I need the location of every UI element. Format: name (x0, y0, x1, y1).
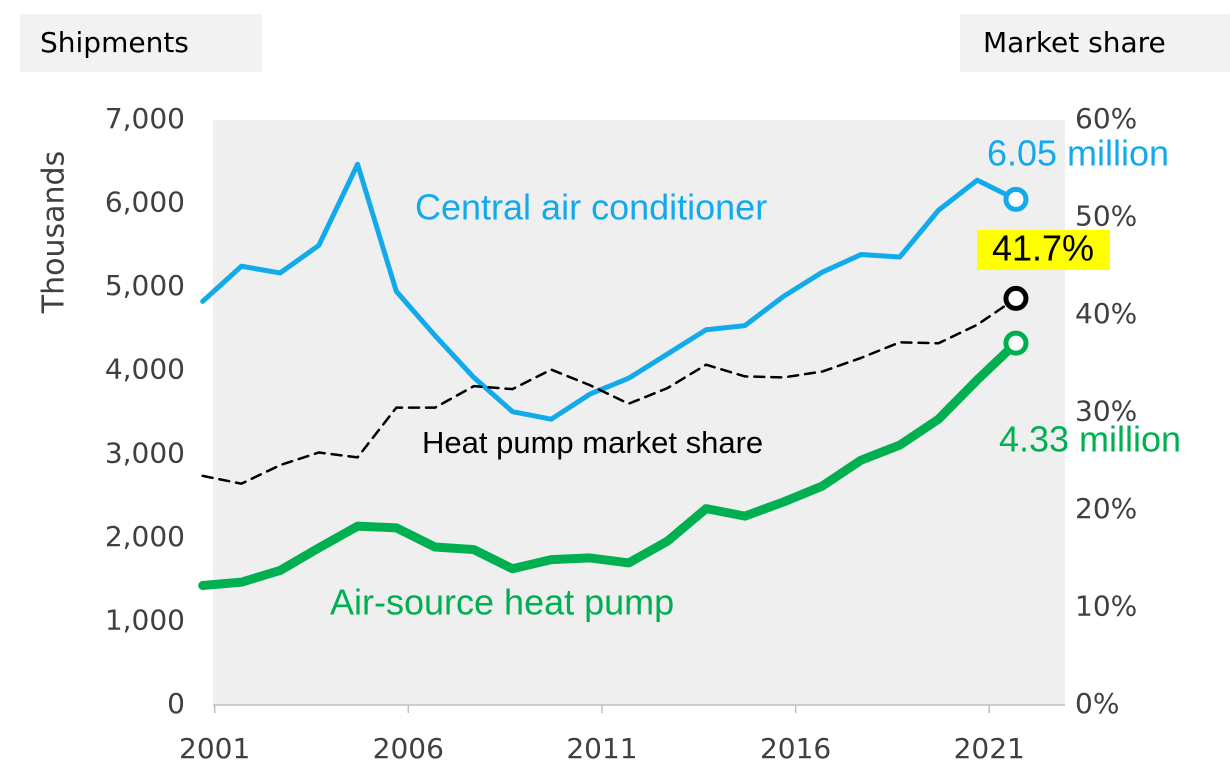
end-marker (1003, 186, 1029, 212)
y-title-box (20, 14, 262, 72)
end-label: 4.33 million (999, 419, 1181, 460)
series-label-box: Heat pump market share (422, 425, 764, 460)
end-label: 41.7% (992, 228, 1094, 269)
y2-tick-label: 0% (1075, 687, 1119, 720)
y-tick-label: 6,000 (105, 186, 185, 219)
y2-tick-label: 30% (1075, 395, 1137, 428)
series-label: Central air conditioner (415, 187, 767, 228)
highlight-box (977, 230, 1110, 270)
y2-title-box (960, 14, 1230, 72)
y-axis-title: Shipments (40, 26, 189, 59)
y-tick-label: 3,000 (105, 436, 185, 469)
series-line (200, 161, 1019, 422)
y2-tick-label: 10% (1075, 590, 1137, 623)
plot-area (213, 120, 1065, 705)
y-tick-label: 7,000 (105, 102, 185, 135)
y-tick-label: 1,000 (105, 603, 185, 636)
y-tick-label: 4,000 (105, 353, 185, 386)
x-tick-label: 2001 (179, 732, 250, 765)
end-marker (1003, 285, 1029, 311)
x-tick-label: 2011 (566, 732, 637, 765)
end-marker (1003, 330, 1029, 356)
y2-tick-label: 60% (1075, 102, 1137, 135)
series-line (201, 297, 1018, 485)
y2-tick-label: 50% (1075, 200, 1137, 233)
x-tick-label: 2006 (373, 732, 444, 765)
series-label: Heat pump market share (422, 425, 764, 460)
y2-tick-label: 40% (1075, 297, 1137, 330)
y2-axis-title: Market share (983, 26, 1166, 59)
y-tick-label: 5,000 (105, 269, 185, 302)
x-tick-label: 2016 (760, 732, 831, 765)
series-label: Air-source heat pump (330, 582, 674, 623)
end-label: 6.05 million (987, 133, 1169, 174)
series-line (198, 338, 1021, 590)
x-tick-label: 2021 (954, 732, 1025, 765)
y-unit-label: Thousands (37, 151, 72, 314)
y2-tick-label: 20% (1075, 492, 1137, 525)
y-tick-label: 2,000 (105, 520, 185, 553)
y-tick-label: 0 (167, 687, 185, 720)
